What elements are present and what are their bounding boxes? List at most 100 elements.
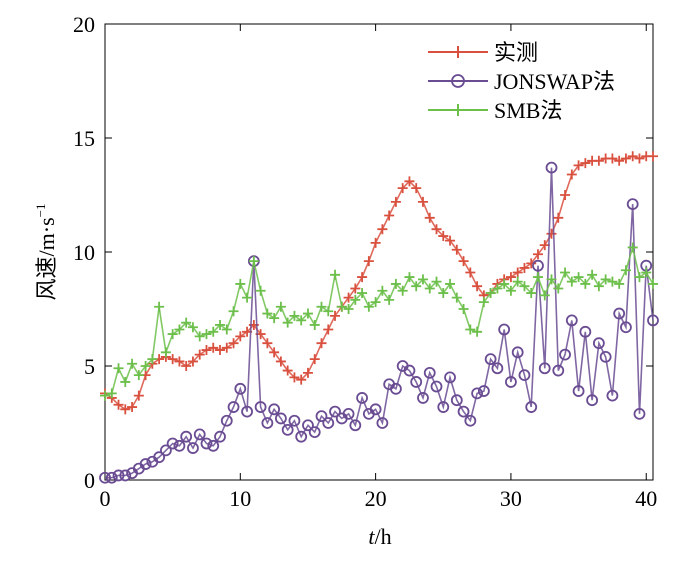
data-point-plus [485,288,496,299]
data-point-circle [552,364,565,377]
data-point-plus [465,267,476,278]
data-point-circle [214,430,226,443]
data-point-plus [194,349,205,360]
data-point-plus [221,324,232,335]
data-point-plus [160,347,171,358]
series-2 [99,161,659,484]
data-point-circle [579,325,592,338]
series-line [104,244,654,397]
data-point-plus [560,267,571,278]
data-point-circle [559,348,571,361]
legend-marker-circle [451,74,465,88]
legend-label: 实测 [494,40,538,65]
data-point-plus [106,388,117,399]
data-point-plus [194,331,205,342]
data-point-plus [384,210,395,221]
data-point-circle [220,414,233,427]
data-point-plus [614,155,625,166]
data-point-plus [113,363,124,374]
data-point-plus [377,285,388,296]
data-point-plus [620,153,631,164]
data-point-plus [235,331,246,342]
data-point-plus [593,281,604,292]
data-point-plus [451,244,462,255]
data-point-plus [363,256,374,267]
data-point-plus [242,292,253,303]
data-point-plus [350,283,361,294]
data-point-circle [586,394,599,407]
data-point-plus [566,276,577,287]
data-point-plus [140,361,151,371]
data-point-plus [262,308,273,319]
data-point-circle [112,469,125,482]
ticks-layer: 0 10 20 30 40 0 5 10 15 20 [73,12,657,511]
data-point-plus [323,306,334,317]
data-point-plus [167,354,178,365]
data-point-circle [599,350,612,363]
data-point-plus [614,278,625,289]
data-point-plus [499,278,510,289]
data-point-plus [201,329,212,340]
data-point-circle [464,414,477,427]
data-point-plus [451,292,462,303]
data-point-plus [505,285,516,296]
data-point-plus [302,367,313,378]
series-1 [100,151,658,415]
data-point-circle [505,376,517,388]
data-point-circle [275,412,287,425]
data-point-plus [458,304,469,314]
data-point-plus [539,290,550,301]
data-point-plus [120,376,131,387]
data-point-plus [627,151,638,162]
data-point-plus [553,212,564,223]
data-point-plus [248,256,259,267]
data-point-plus [458,256,469,267]
data-point-circle [254,401,267,413]
data-point-plus [316,338,327,349]
data-point-plus [275,356,286,367]
data-point-circle [356,392,368,404]
data-point-circle [322,417,335,429]
data-point-plus [201,345,212,356]
data-point-plus [181,361,192,371]
data-point-plus [215,319,226,330]
data-point-plus [350,294,361,305]
data-point-plus [235,278,246,289]
data-point-plus [384,294,395,305]
data-point-circle [525,401,538,413]
data-point-plus [620,265,631,276]
data-point-plus [208,342,219,353]
data-point-plus [255,285,266,296]
data-point-circle [159,444,172,457]
data-point-plus [147,354,158,365]
data-point-circle [308,426,321,439]
data-point-circle [369,403,382,416]
data-point-plus [275,301,286,312]
data-point-circle [119,469,132,482]
data-point-plus [174,324,185,335]
data-point-plus [532,272,543,283]
legend-marker-plus [452,104,464,116]
data-point-plus [648,151,658,162]
data-point-circle [193,428,206,441]
data-point-circle [471,387,483,400]
data-point-plus [431,276,442,287]
data-point-circle [315,410,328,423]
legend-marker-plus [452,46,464,58]
x-axis-label-var: t [368,524,375,549]
data-point-plus [377,224,388,235]
x-axis-label-unit: /h [375,524,392,549]
data-point-plus [431,224,442,235]
data-point-plus [181,317,192,328]
data-point-plus [417,196,428,207]
data-point-plus [478,297,489,308]
series-line [104,155,653,411]
data-point-plus [208,326,219,337]
data-point-plus [357,288,368,299]
data-point-plus [309,354,320,365]
data-point-plus [127,358,138,369]
data-point-plus [546,274,557,285]
data-point-plus [634,272,645,283]
